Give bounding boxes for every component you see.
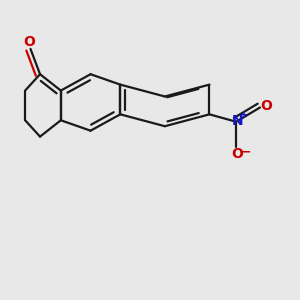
Text: −: −: [241, 146, 251, 159]
Text: O: O: [232, 147, 244, 160]
Text: N: N: [232, 114, 244, 128]
Text: O: O: [23, 34, 35, 49]
Text: +: +: [241, 110, 249, 120]
Text: O: O: [261, 99, 272, 113]
